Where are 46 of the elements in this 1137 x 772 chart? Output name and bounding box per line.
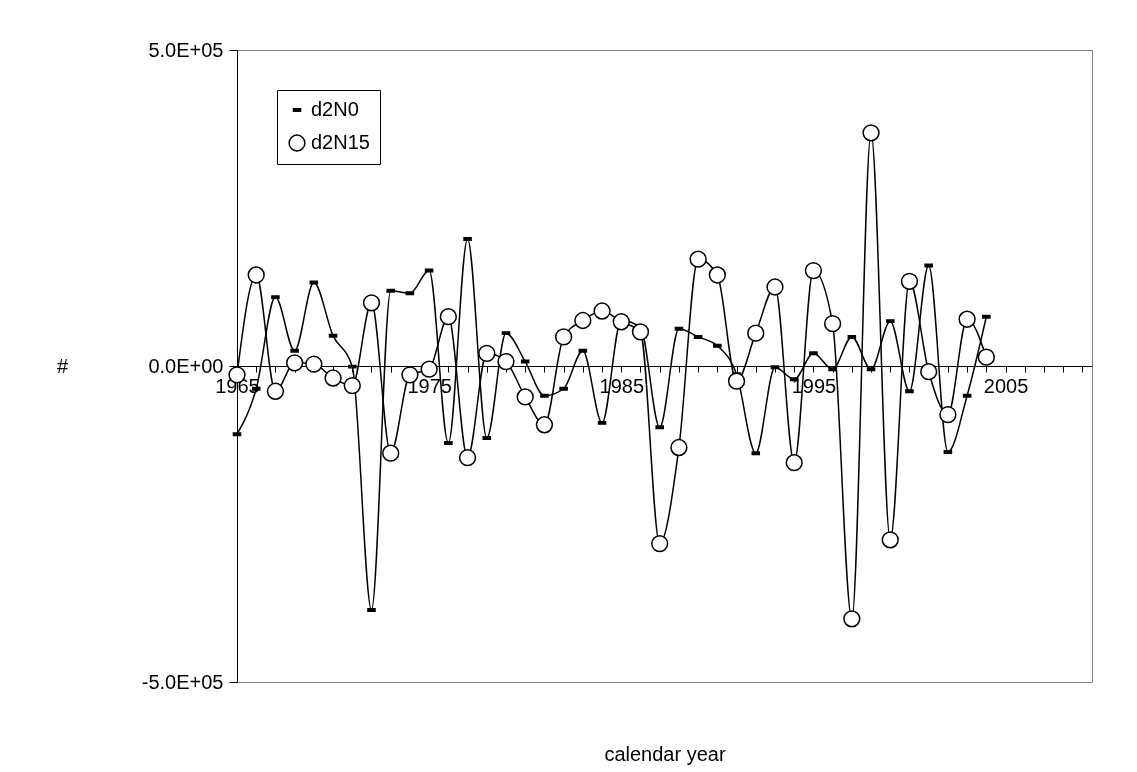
point [612,313,630,331]
point [458,449,477,467]
x-axis-title: calendar year [604,742,726,765]
y-tick-label: 0.0E+00 [148,354,224,377]
point [535,416,554,434]
point [689,250,707,268]
point [939,406,957,424]
point [747,324,765,342]
point [247,266,265,284]
point [708,266,726,284]
point [843,610,861,628]
point [920,363,938,381]
point [823,315,842,333]
point [958,310,976,328]
point [554,328,573,346]
point [651,534,669,553]
point [497,352,515,371]
y-axis-title: # [56,354,69,377]
x-tick-label: 2005 [983,374,1029,397]
point [420,360,438,378]
point [977,348,995,366]
point [324,369,342,387]
y-tick-label: 5.0E+05 [148,38,224,61]
point [900,272,919,290]
point [478,344,496,362]
point [670,438,688,457]
point [593,302,611,320]
point [343,376,361,395]
point [862,124,880,142]
point [574,311,592,330]
point [881,531,899,549]
point [305,355,323,373]
point [804,261,823,280]
legend-label: d2N15 [311,131,370,153]
point [362,294,381,312]
point [516,388,534,406]
y-tick-label: -5.0E+05 [141,670,224,693]
point [727,372,746,390]
point [631,323,650,341]
point [766,278,784,296]
point [266,382,285,400]
point [785,454,803,472]
legend-label: d2N0 [311,98,359,120]
point [285,354,304,372]
point [382,444,400,462]
point [439,308,457,326]
